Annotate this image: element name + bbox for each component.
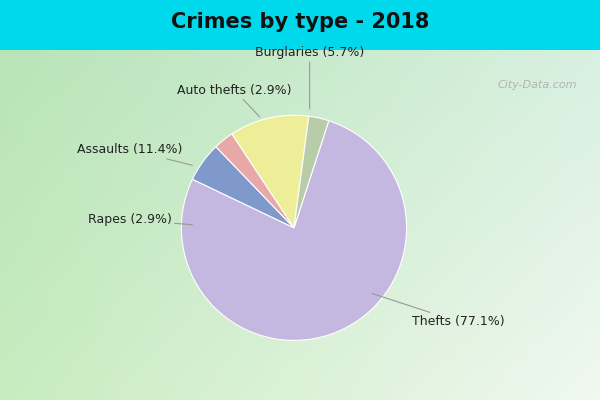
Text: Thefts (77.1%): Thefts (77.1%)	[372, 294, 505, 328]
Text: Burglaries (5.7%): Burglaries (5.7%)	[255, 46, 364, 109]
Text: Auto thefts (2.9%): Auto thefts (2.9%)	[178, 84, 292, 117]
Text: Rapes (2.9%): Rapes (2.9%)	[88, 214, 193, 226]
Wedge shape	[181, 121, 407, 340]
Text: City-Data.com: City-Data.com	[498, 80, 577, 90]
Wedge shape	[216, 134, 294, 228]
Wedge shape	[294, 116, 329, 228]
Wedge shape	[232, 115, 309, 228]
Text: Crimes by type - 2018: Crimes by type - 2018	[171, 12, 429, 32]
Wedge shape	[193, 147, 294, 228]
Text: Assaults (11.4%): Assaults (11.4%)	[77, 143, 193, 165]
